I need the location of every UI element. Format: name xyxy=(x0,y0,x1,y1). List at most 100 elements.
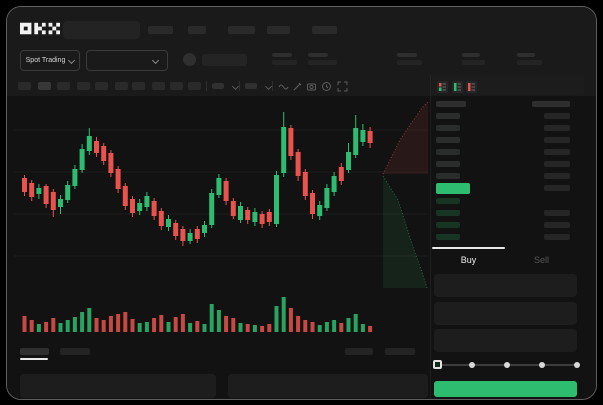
volume-bar xyxy=(353,314,358,332)
amount-slider-handle[interactable] xyxy=(433,360,442,369)
candle-body xyxy=(43,186,49,204)
orderbook-ask-amount[interactable] xyxy=(544,113,570,119)
candle-body xyxy=(274,175,279,224)
candle-body xyxy=(281,127,287,173)
candle-body xyxy=(209,193,215,225)
candle-body xyxy=(360,130,366,142)
volume-bar xyxy=(310,322,315,332)
volume-bar xyxy=(209,304,214,332)
tab-buy[interactable]: Buy xyxy=(432,255,505,265)
orderbook-ask-price[interactable] xyxy=(436,113,460,119)
candle-body xyxy=(94,141,99,153)
volume-bar xyxy=(29,320,34,332)
slider-stop-25[interactable] xyxy=(469,362,475,368)
nav-item-3[interactable] xyxy=(228,26,255,34)
orderbook-bid-amount[interactable] xyxy=(544,222,570,228)
buy-button[interactable] xyxy=(434,381,577,397)
total-input[interactable] xyxy=(434,329,577,352)
indicator-dropdown[interactable] xyxy=(245,83,257,89)
candle-body xyxy=(101,146,107,161)
chart-bottom-tab-2[interactable] xyxy=(60,348,90,355)
orderbook-ask-price[interactable] xyxy=(436,137,460,143)
slider-stop-100[interactable] xyxy=(574,362,580,368)
volume-bar xyxy=(152,318,157,332)
orderbook-ask-price[interactable] xyxy=(436,125,460,131)
chart-bottom-right-block-1[interactable] xyxy=(345,348,373,355)
fullscreen-icon[interactable] xyxy=(337,81,348,92)
volume-bar xyxy=(324,322,329,332)
chart-bottom-tab-1[interactable] xyxy=(20,348,49,355)
nav-item-1[interactable] xyxy=(148,26,173,34)
orderbook-ask-amount[interactable] xyxy=(544,149,570,155)
buy-tab-underline xyxy=(432,247,505,249)
slider-stop-75[interactable] xyxy=(539,362,545,368)
orderbook-bid-price[interactable] xyxy=(436,222,460,228)
orderbook-view-combined-icon[interactable] xyxy=(437,81,448,93)
candle-body xyxy=(252,212,258,222)
toolbar-preset-3[interactable] xyxy=(57,82,70,90)
orderbook-last-amount[interactable] xyxy=(544,185,570,191)
stat-3-label xyxy=(397,53,417,57)
toolbar-preset-7[interactable] xyxy=(132,82,145,90)
history-icon[interactable] xyxy=(321,81,332,92)
volume-bar xyxy=(303,320,308,332)
toolbar-preset-2[interactable] xyxy=(38,82,51,90)
toolbar-preset-8[interactable] xyxy=(152,82,165,90)
candlestick-chart[interactable] xyxy=(6,6,597,400)
candle-body xyxy=(108,153,114,173)
volume-bar xyxy=(44,322,49,332)
toolbar-preset-9[interactable] xyxy=(170,82,183,90)
orderbook-ask-price[interactable] xyxy=(436,161,460,167)
avatar[interactable] xyxy=(183,53,196,66)
candle-body xyxy=(58,199,63,207)
stat-4-label xyxy=(462,53,480,57)
volume-bar xyxy=(159,315,164,332)
draw-icon[interactable] xyxy=(292,81,303,92)
candle-body xyxy=(144,196,150,207)
orderbook-last-price[interactable] xyxy=(436,183,470,194)
orderbook-ask-amount[interactable] xyxy=(544,125,570,131)
amount-input[interactable] xyxy=(434,302,577,325)
orderbook-ask-price[interactable] xyxy=(436,173,460,179)
orderbook-ask-amount[interactable] xyxy=(544,173,570,179)
orderbook-view-bids-icon[interactable] xyxy=(452,81,463,93)
nav-item-5[interactable] xyxy=(312,26,337,34)
chart-bottom-right-block-2[interactable] xyxy=(385,348,415,355)
toolbar-preset-10[interactable] xyxy=(188,82,201,90)
orderbook-bid-amount[interactable] xyxy=(544,234,570,240)
candle-body xyxy=(187,233,193,241)
toolbar-preset-4[interactable] xyxy=(77,82,90,90)
volume-bar xyxy=(238,323,243,332)
toolbar-preset-1[interactable] xyxy=(18,82,31,90)
orderbook-view-asks-icon[interactable] xyxy=(466,81,477,93)
orderbook-bid-amount[interactable] xyxy=(544,210,570,216)
toolbar-preset-5[interactable] xyxy=(95,82,108,90)
search-bar[interactable] xyxy=(63,21,140,39)
volume-bar xyxy=(346,318,351,332)
account-button[interactable] xyxy=(202,54,247,66)
orderbook-bid-price[interactable] xyxy=(436,210,460,216)
volume-bar xyxy=(231,318,236,332)
volume-bar xyxy=(65,320,70,332)
candle-body xyxy=(65,185,71,200)
price-input[interactable] xyxy=(434,274,577,297)
market-type-dropdown[interactable]: Spot Trading xyxy=(20,50,80,71)
candle-body xyxy=(216,178,222,195)
line-tool-icon[interactable] xyxy=(278,81,289,92)
interval-dropdown[interactable] xyxy=(212,83,224,89)
nav-item-4[interactable] xyxy=(267,26,290,34)
orderbook-bid-price[interactable] xyxy=(436,234,460,240)
camera-icon[interactable] xyxy=(306,81,317,92)
nav-item-2[interactable] xyxy=(188,26,206,34)
tab-sell[interactable]: Sell xyxy=(505,255,578,265)
volume-bar xyxy=(94,318,99,332)
candle-body xyxy=(194,229,200,239)
orderbook-bid-price[interactable] xyxy=(436,198,460,204)
toolbar-preset-6[interactable] xyxy=(115,82,128,90)
orderbook-ask-amount[interactable] xyxy=(544,137,570,143)
orderbook-ask-price[interactable] xyxy=(436,149,460,155)
slider-stop-50[interactable] xyxy=(504,362,510,368)
orderbook-ask-amount[interactable] xyxy=(544,161,570,167)
candle-body xyxy=(166,219,171,227)
pair-selector-dropdown[interactable] xyxy=(86,50,168,71)
